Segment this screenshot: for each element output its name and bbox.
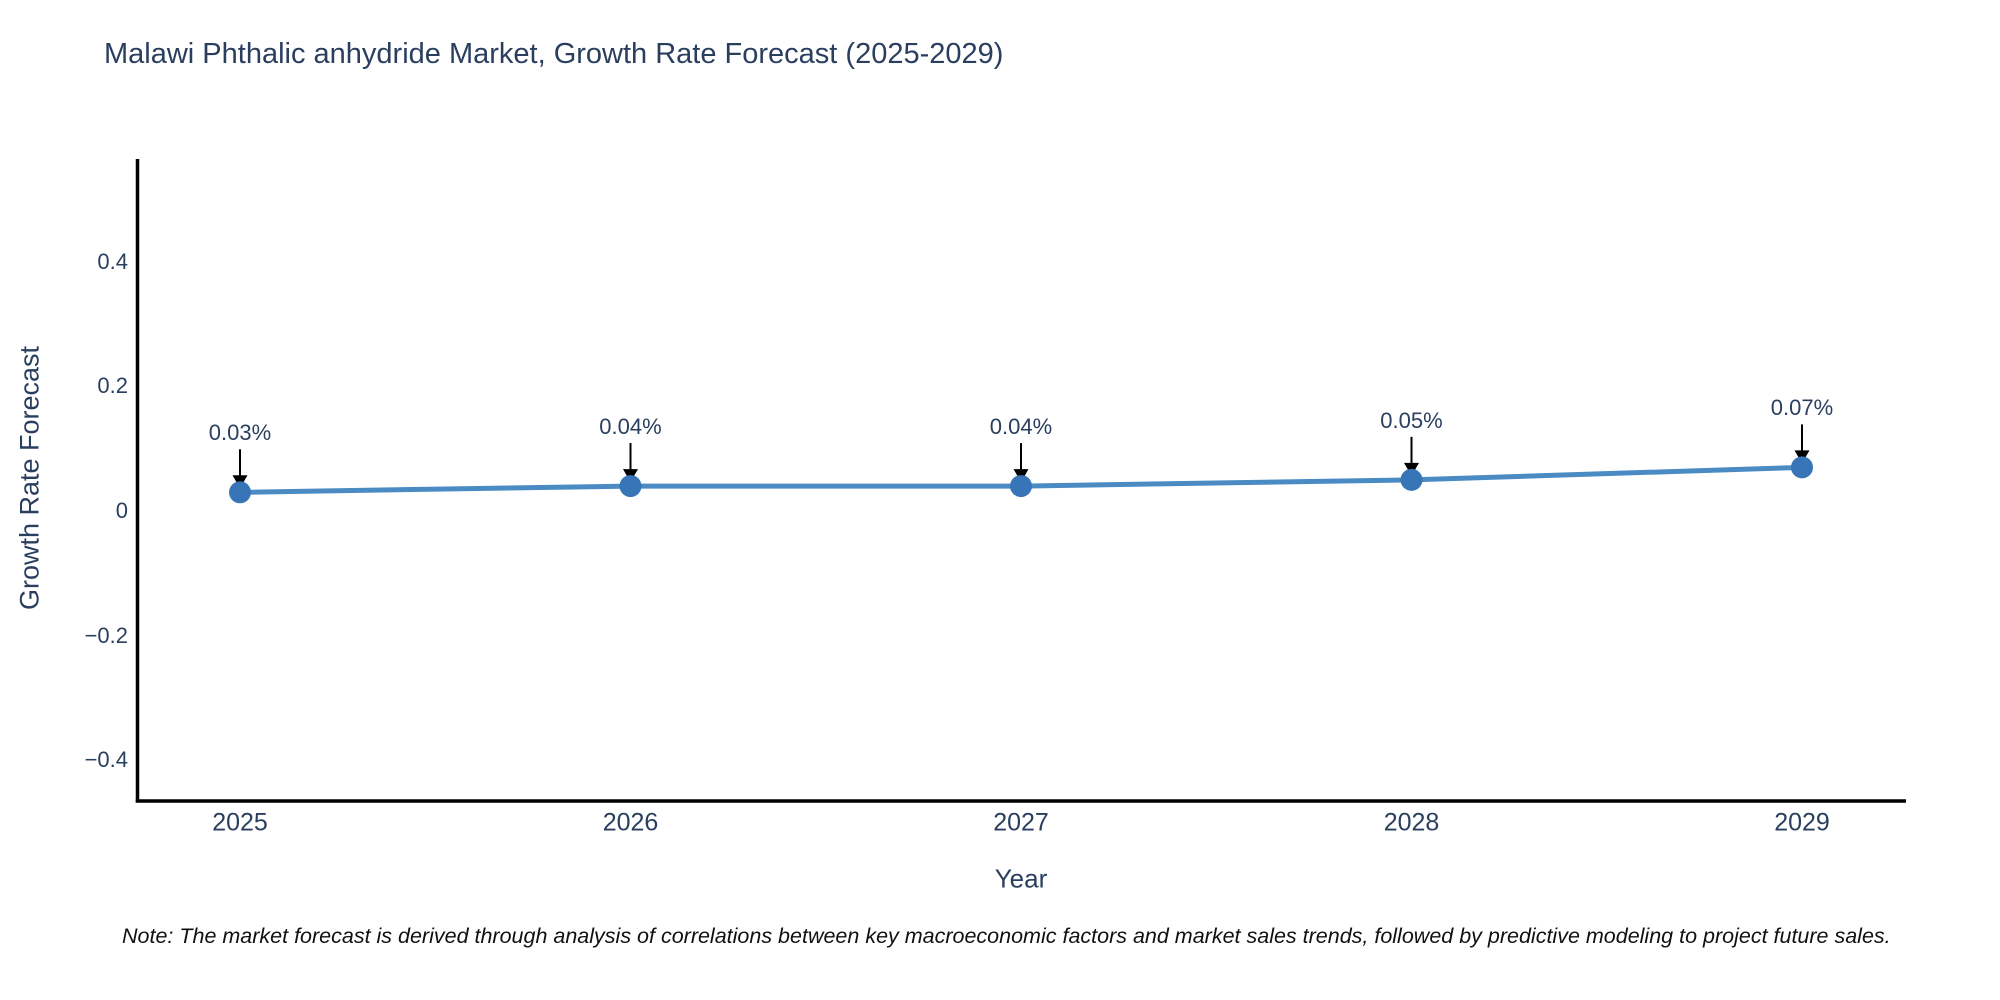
y-tick-label: −0.2 <box>84 622 128 648</box>
x-axis-title: Year <box>994 863 1048 894</box>
x-tick-label: 2029 <box>1774 808 1830 837</box>
data-point-marker[interactable] <box>229 481 251 504</box>
point-value-label: 0.04% <box>989 414 1053 440</box>
y-tick-label: −0.4 <box>84 747 128 773</box>
y-tick-label: 0 <box>115 498 128 523</box>
x-tick-label: 2027 <box>993 808 1049 837</box>
x-tick-label: 2025 <box>212 808 268 837</box>
point-value-label: 0.03% <box>208 420 272 446</box>
data-point-marker[interactable] <box>619 475 642 498</box>
footnote: Note: The market forecast is derived thr… <box>122 924 1891 948</box>
chart-title: Malawi Phthalic anhydride Market, Growth… <box>104 38 1004 70</box>
data-point-marker[interactable] <box>1400 468 1423 491</box>
y-tick-label: 0.4 <box>97 248 128 274</box>
point-value-label: 0.07% <box>1770 395 1834 421</box>
y-tick-label: 0.2 <box>97 373 128 399</box>
x-tick-label: 2028 <box>1383 808 1440 837</box>
data-point-marker[interactable] <box>1010 475 1032 498</box>
point-value-label: 0.04% <box>599 414 662 440</box>
point-value-label: 0.05% <box>1380 407 1443 433</box>
x-tick-label: 2026 <box>602 808 659 837</box>
data-point-marker[interactable] <box>1791 456 1813 479</box>
